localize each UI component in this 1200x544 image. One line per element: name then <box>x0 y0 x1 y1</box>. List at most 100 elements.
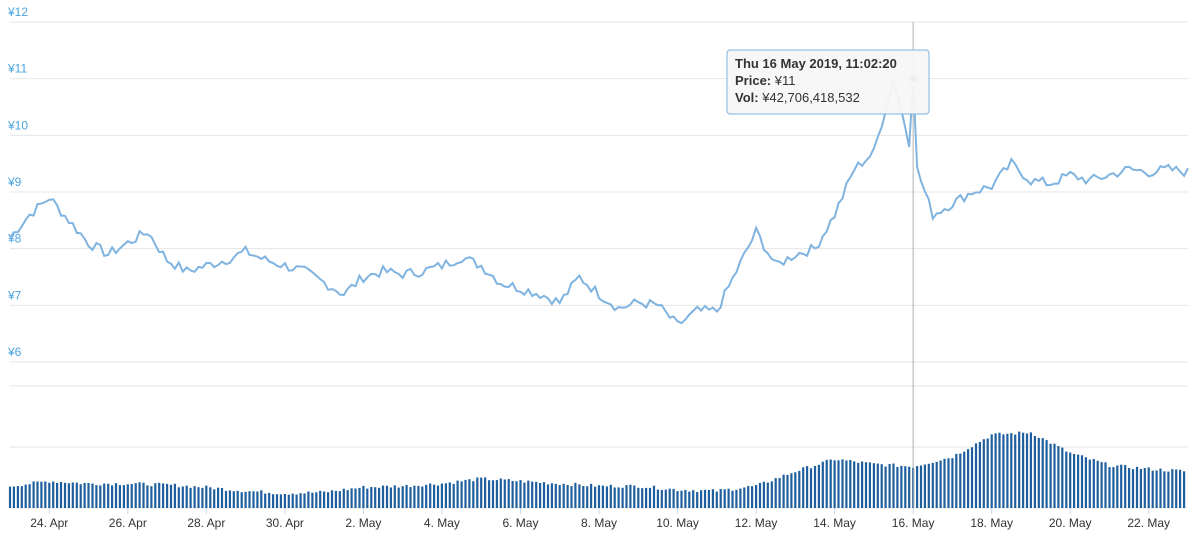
y-tick-label: ¥10 <box>7 118 28 132</box>
volume-bar <box>444 483 447 508</box>
volume-bar <box>982 439 985 508</box>
volume-bar <box>1135 466 1139 508</box>
volume-bar <box>916 466 919 508</box>
volume-bar <box>413 485 416 508</box>
volume-bar <box>146 485 149 508</box>
volume-bar <box>354 488 357 508</box>
volume-bar <box>908 466 911 508</box>
volume-bar <box>346 490 349 508</box>
volume-bar <box>656 489 659 508</box>
volume-bar <box>625 485 628 508</box>
volume-bar <box>299 493 302 508</box>
volume-bar <box>1029 432 1032 508</box>
volume-bar <box>83 483 86 508</box>
volume-bar <box>542 482 546 508</box>
volume-bar <box>535 481 538 508</box>
volume-bar <box>806 466 809 508</box>
volume-bar <box>739 488 742 508</box>
volume-bar <box>150 486 153 508</box>
volume-bar <box>762 481 765 508</box>
volume-bar <box>323 491 326 508</box>
volume-bar <box>173 483 176 508</box>
volume-bar <box>735 489 738 508</box>
volume-bar <box>868 462 871 508</box>
x-tick-label: 20. May <box>1049 516 1092 530</box>
volume-bar <box>998 432 1001 508</box>
volume-bar <box>240 492 243 508</box>
volume-bar <box>491 480 495 508</box>
volume-bar <box>829 459 832 508</box>
volume-bar <box>864 462 868 508</box>
volume-bar <box>703 489 707 508</box>
volume-bar <box>40 481 43 508</box>
volume-bar <box>385 485 389 508</box>
y-tick-label: ¥12 <box>7 5 28 19</box>
volume-bar <box>747 486 750 508</box>
volume-bar <box>28 484 31 508</box>
volume-bar <box>1084 457 1087 508</box>
volume-bars <box>8 431 1186 508</box>
volume-bar <box>1033 436 1036 508</box>
volume-bar <box>209 487 212 508</box>
volume-bar <box>853 461 856 508</box>
volume-bar <box>511 481 514 508</box>
volume-bar <box>586 486 589 508</box>
volume-bar <box>1096 460 1099 508</box>
volume-bar <box>224 490 228 508</box>
volume-bar <box>731 490 734 508</box>
volume-bar <box>1163 471 1166 508</box>
volume-bar <box>283 494 286 508</box>
volume-bar <box>802 467 805 508</box>
volume-bar <box>433 484 436 508</box>
volume-bar <box>1147 467 1150 508</box>
volume-bar <box>927 463 930 508</box>
volume-bar <box>1155 470 1158 508</box>
volume-bar <box>1014 434 1017 508</box>
volume-bar <box>484 477 487 508</box>
volume-bar <box>590 483 593 508</box>
volume-bar <box>1143 468 1146 508</box>
volume-bar <box>668 488 671 508</box>
volume-bar <box>425 484 428 508</box>
volume-bar <box>378 487 381 508</box>
volume-bar <box>1041 438 1044 508</box>
x-tick-label: 26. Apr <box>109 516 147 530</box>
volume-bar <box>32 481 35 508</box>
volume-bar <box>315 492 318 508</box>
volume-bar <box>978 442 981 508</box>
volume-bar <box>468 479 471 508</box>
volume-bar <box>464 479 467 508</box>
volume-bar <box>943 458 946 508</box>
volume-bar <box>91 483 94 508</box>
volume-bar <box>122 485 125 508</box>
volume-bar <box>370 487 373 508</box>
volume-bar <box>268 492 271 508</box>
volume-bar <box>715 491 718 508</box>
volume-bar <box>798 470 801 508</box>
volume-bar <box>562 483 565 508</box>
volume-bar <box>597 485 601 508</box>
volume-bar <box>228 490 231 508</box>
volume-bar <box>476 477 479 508</box>
volume-bar <box>778 478 781 508</box>
volume-bar <box>1022 432 1025 508</box>
volume-bar <box>786 474 789 508</box>
volume-bar <box>711 489 714 508</box>
volume-bar <box>52 481 55 508</box>
volume-bar <box>609 484 612 508</box>
volume-bar <box>275 494 279 508</box>
volume-bar <box>782 474 785 508</box>
volume-bar <box>1061 447 1064 508</box>
volume-bar <box>495 480 498 508</box>
volume-bar <box>1049 443 1052 508</box>
volume-bar <box>236 490 239 508</box>
volume-bar <box>523 482 526 508</box>
volume-bar <box>660 490 663 508</box>
volume-bar <box>169 484 173 508</box>
volume-bar <box>621 487 624 508</box>
volume-bar <box>1151 470 1154 508</box>
volume-bar <box>1092 459 1095 508</box>
volume-bar <box>570 486 573 508</box>
volume-bar <box>24 484 27 508</box>
volume-bar <box>519 480 522 508</box>
